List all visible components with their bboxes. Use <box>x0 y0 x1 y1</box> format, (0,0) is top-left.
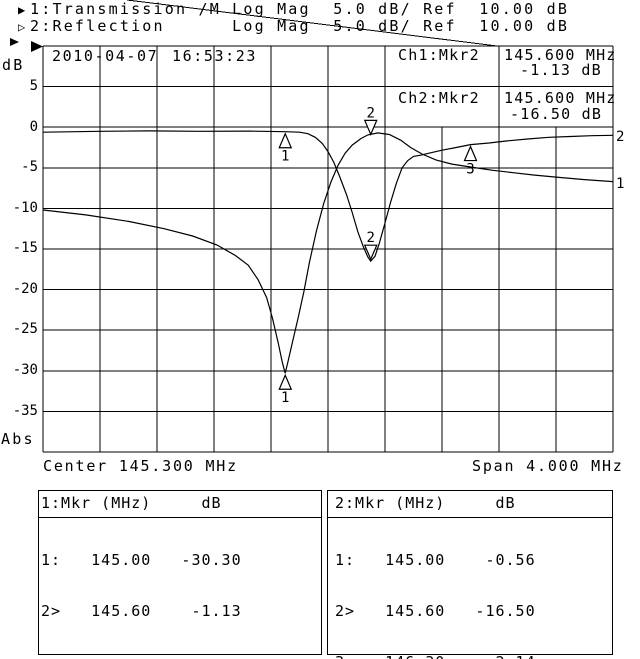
ch1-readout-value: -1.13 dB <box>520 61 602 79</box>
channel1-header: 1:Transmission /M Log Mag 5.0 dB/ Ref 10… <box>30 0 570 18</box>
y-tick--25: -25 <box>12 321 38 337</box>
y-tick--30: -30 <box>12 362 38 378</box>
sweep-position-arrow-icon <box>31 41 43 52</box>
ch2-marker-table: 2:Mkr (MHz) dB 1: 145.00 -0.56 2> 145.60… <box>327 490 613 659</box>
channel2-inactive-icon: ▷ <box>18 20 26 34</box>
graticule-plot: 1 2 1 2 3 <box>10 0 614 453</box>
ch1-marker-table: 1:Mkr (MHz) dB 1: 145.00 -30.30 2> 145.6… <box>38 490 322 655</box>
y-tick-5: 5 <box>29 78 38 94</box>
y-axis-abs-label: Abs <box>1 430 35 448</box>
marker-number-label: 2 <box>367 105 375 121</box>
y-axis-unit-label: dB <box>2 56 25 74</box>
ch1-marker-row-2: 2> 145.60 -1.13 <box>41 602 242 620</box>
y-tick--5: -5 <box>21 159 38 175</box>
marker-2-triangle-icon <box>363 119 378 136</box>
center-frequency-label: Center 145.300 MHz <box>43 457 238 475</box>
y-tick--35: -35 <box>12 403 38 419</box>
y-tick--10: -10 <box>12 200 38 216</box>
marker-number-label: 1 <box>281 149 289 165</box>
ch1-marker-table-header: 1:Mkr (MHz) dB <box>39 491 321 518</box>
ch2-readout-value: -16.50 dB <box>510 105 603 123</box>
marker-2-triangle-icon <box>363 244 378 261</box>
trace1-end-label: 1 <box>616 176 625 192</box>
y-tick-0: 0 <box>29 119 38 135</box>
ch2-marker-row-1: 1: 145.00 -0.56 <box>335 551 536 569</box>
sweep-position-arrow-icon <box>10 38 19 46</box>
trace-1 <box>42 132 614 374</box>
channel1-active-icon: ▶ <box>18 3 26 17</box>
ch2-readout-freq: 145.600 MHz <box>504 89 617 107</box>
marker-number-label: 3 <box>466 162 474 178</box>
y-tick--20: -20 <box>12 281 38 297</box>
trace-2 <box>42 130 614 263</box>
marker-1-triangle-icon <box>278 132 293 149</box>
marker-number-label: 1 <box>281 390 289 406</box>
marker-number-label: 2 <box>367 230 375 246</box>
ch2-marker-row-2: 2> 145.60 -16.50 <box>335 602 536 620</box>
time-stamp: 16:53:23 <box>172 47 258 65</box>
ch2-readout-source: Ch2:Mkr2 <box>398 89 480 107</box>
y-tick--15: -15 <box>12 240 38 256</box>
grid-line <box>127 0 498 47</box>
trace2-end-label: 2 <box>616 129 625 145</box>
marker-3-triangle-icon <box>463 145 478 162</box>
ch2-marker-row-3: 3: 146.30 -2.14 <box>335 654 536 659</box>
ch1-marker-row-1: 1: 145.00 -30.30 <box>41 551 242 569</box>
ch2-marker-table-header: 2:Mkr (MHz) dB <box>328 491 612 518</box>
ch1-readout-freq: 145.600 MHz <box>504 46 617 64</box>
channel2-header: 2:Reflection Log Mag 5.0 dB/ Ref 10.00 d… <box>30 17 570 35</box>
span-label: Span 4.000 MHz <box>472 457 624 475</box>
marker-1-triangle-icon <box>278 373 293 390</box>
date-stamp: 2010-04-07 <box>52 47 159 65</box>
ch1-readout-source: Ch1:Mkr2 <box>398 46 480 64</box>
